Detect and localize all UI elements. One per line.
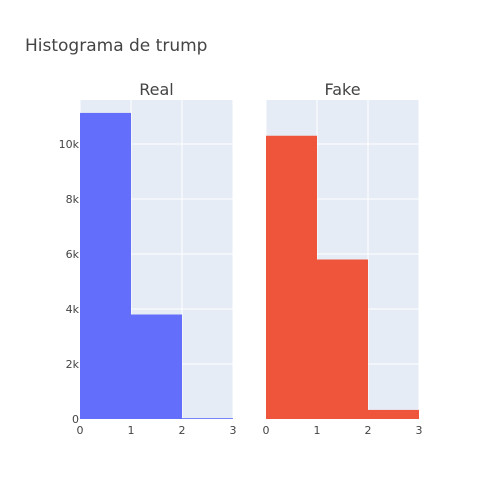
x-tick-label-real-3: 3	[230, 424, 237, 437]
y-tick-label-real-5: 10k	[59, 138, 80, 151]
bar-real-1	[131, 314, 182, 419]
y-tick-label-real-0: 0	[72, 413, 79, 426]
panel-fake: Fake 0 1 2 3	[263, 80, 423, 437]
bar-real-2	[182, 418, 233, 419]
y-tick-label-real-1: 2k	[66, 358, 80, 371]
x-tick-label-real-0: 0	[77, 424, 84, 437]
panel-title-real: Real	[139, 80, 174, 99]
bar-fake-2	[368, 409, 419, 419]
x-tick-label-fake-1: 1	[314, 424, 321, 437]
chart-title: Histograma de trump	[25, 36, 207, 56]
x-tick-label-real-2: 2	[179, 424, 186, 437]
x-tick-label-fake-3: 3	[416, 424, 423, 437]
panel-title-fake: Fake	[324, 80, 360, 99]
y-tick-label-real-2: 4k	[66, 303, 80, 316]
bar-fake-0	[266, 135, 317, 419]
x-tick-label-fake-2: 2	[365, 424, 372, 437]
bar-fake-1	[317, 259, 368, 419]
x-tick-label-real-1: 1	[128, 424, 135, 437]
panel-real: Real 0 1 2 3 0 2k 4k 6k 8k 10k	[59, 80, 237, 437]
bar-real-0	[80, 112, 131, 420]
y-tick-label-real-4: 8k	[66, 193, 80, 206]
y-tick-label-real-3: 6k	[66, 248, 80, 261]
x-tick-label-fake-0: 0	[263, 424, 270, 437]
